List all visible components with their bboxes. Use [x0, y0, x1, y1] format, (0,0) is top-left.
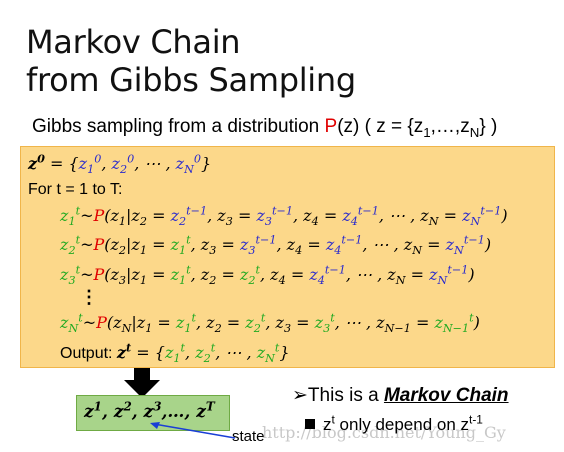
depend-note: zt only depend on zt-1: [305, 412, 483, 436]
init-line: z0 = {z10, z20, ⋯ , zN0}: [28, 151, 212, 177]
bullet-square-icon: [305, 419, 315, 429]
title-line-2: from Gibbs Sampling: [26, 61, 356, 99]
markov-prefix: ➢This is a: [292, 385, 384, 406]
depend-text: zt only depend on zt-1: [323, 412, 483, 434]
subtitle-p: P: [324, 116, 338, 137]
for-loop-line: For t = 1 to T:: [28, 181, 123, 198]
title-line-1: Markov Chain: [26, 23, 241, 61]
markov-note: ➢This is a Markov Chain: [292, 385, 509, 407]
state-pointer-icon: [150, 422, 236, 439]
vertical-dots: ⋮: [80, 287, 98, 307]
markov-chain-emphasis: Markov Chain: [383, 385, 509, 406]
subtitle: Gibbs sampling from a distribution P(z) …: [32, 116, 498, 140]
subtitle-before: Gibbs sampling from a distribution: [32, 116, 325, 137]
step-n: zNt~P(zN|z1 = z1t, z2 = z2t, z3 = z3t, ⋯…: [60, 311, 480, 336]
output-label: Output:: [60, 345, 117, 362]
output-line: Output: zt = {z1t, z2t, ⋯ , zNt}: [60, 342, 290, 365]
down-arrow-icon: [124, 368, 160, 398]
state-sequence: z1, z2, z3,…, zT: [84, 399, 215, 422]
subtitle-end: } ): [479, 116, 498, 137]
step-3: z3t~P(z3|z1 = z1t, z2 = z2t, z4 = z4t−1,…: [60, 263, 475, 288]
output-formula: zt = {z1t, z2t, ⋯ , zNt}: [116, 340, 290, 366]
subtitle-after: (z) ( z = {z: [337, 116, 424, 137]
watermark: http://blog.csdn.net/Young_Gy: [262, 423, 506, 442]
step-1: z1t~P(z1|z2 = z2t−1, z3 = z3t−1, z4 = z4…: [60, 204, 508, 229]
algorithm-box: [20, 146, 555, 368]
subtitle-mid: ,…,z: [430, 116, 470, 137]
state-label: state: [232, 428, 265, 445]
step-2: z2t~P(z2|z1 = z1t, z3 = z3t−1, z4 = z4t−…: [60, 233, 492, 258]
